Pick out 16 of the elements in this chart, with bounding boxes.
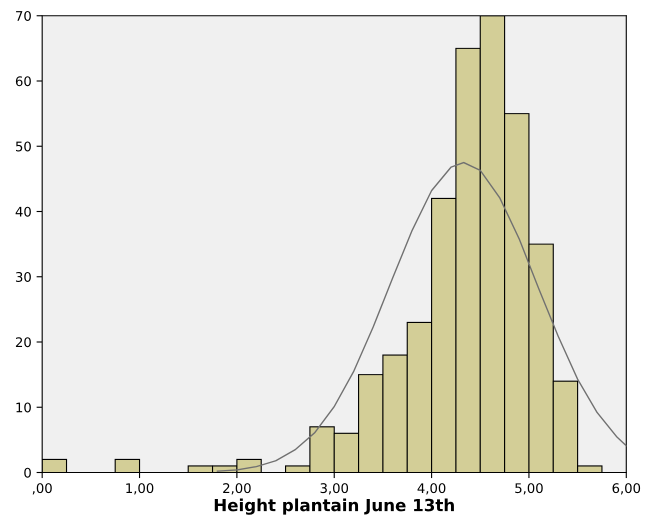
x-tick-label: ,00 <box>32 483 52 494</box>
x-tick-label: 5,00 <box>515 483 543 494</box>
y-tick-label: 70 <box>16 10 31 21</box>
y-tick-label: 20 <box>16 337 31 348</box>
y-tick-label: 10 <box>16 402 31 412</box>
x-tick-label: 2,00 <box>223 483 251 494</box>
y-tick-label: 50 <box>16 141 31 152</box>
y-tick-label: 0 <box>24 468 31 478</box>
y-tick-label: 60 <box>16 76 31 86</box>
y-tick-label: 30 <box>16 272 31 282</box>
x-axis-title: Height plantain June 13th <box>214 498 454 515</box>
x-tick-label: 1,00 <box>126 483 154 494</box>
x-tick-label: 3,00 <box>320 483 348 494</box>
x-tick-label: 4,00 <box>418 483 446 494</box>
y-tick-label: 40 <box>16 206 31 217</box>
x-tick-label: 6,00 <box>612 483 640 494</box>
